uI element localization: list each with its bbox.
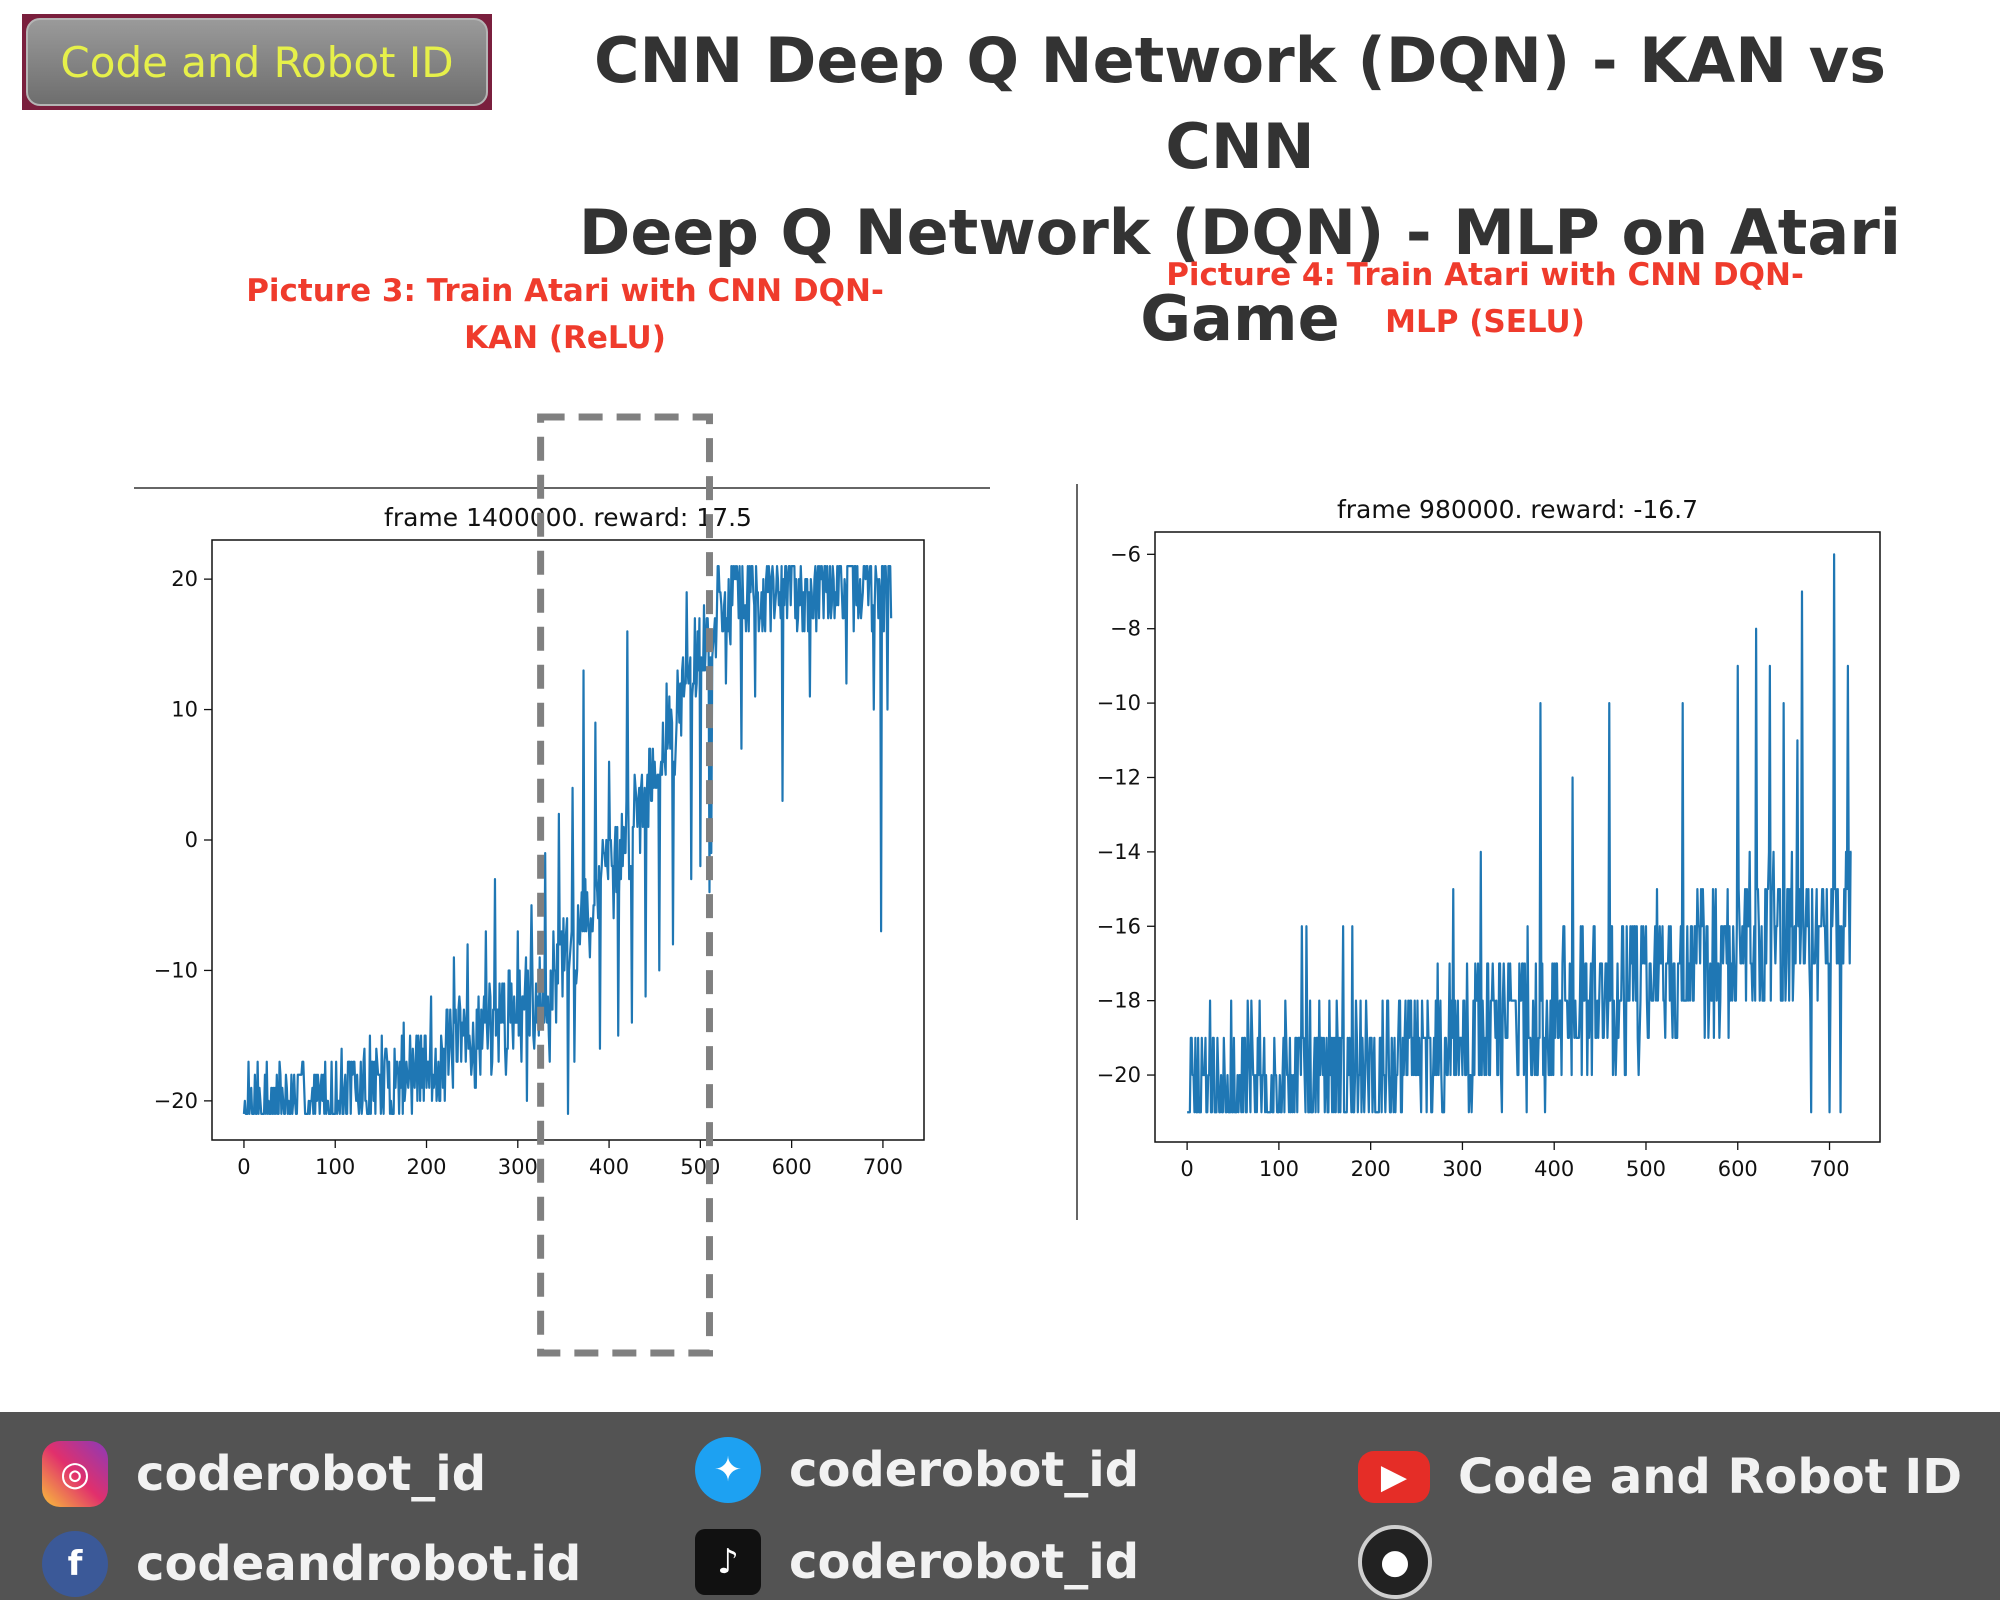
caption-left-line1: Picture 3: Train Atari with CNN DQN- bbox=[246, 273, 884, 309]
mlp-chart-ytick-label: −18 bbox=[1097, 989, 1141, 1013]
kan-chart-xtick-label: 200 bbox=[406, 1155, 446, 1179]
youtube-icon: ▶ bbox=[1358, 1451, 1430, 1503]
mlp-chart-xtick-label: 300 bbox=[1442, 1157, 1482, 1181]
mlp-chart-ytick-label: −6 bbox=[1110, 542, 1141, 566]
kan-chart-ytick-label: −20 bbox=[154, 1089, 198, 1113]
mlp-chart-ytick-label: −16 bbox=[1097, 914, 1141, 938]
page-title-line1: CNN Deep Q Network (DQN) - KAN vs CNN bbox=[594, 24, 1886, 183]
social-instagram[interactable]: ◎ coderobot_id bbox=[42, 1434, 486, 1514]
mlp-chart-ytick-label: −8 bbox=[1110, 617, 1141, 641]
kan-chart-xtick-label: 100 bbox=[315, 1155, 355, 1179]
facebook-handle: codeandrobot.id bbox=[136, 1536, 582, 1592]
github-icon: ● bbox=[1358, 1525, 1432, 1599]
chart-kan: frame 1400000. reward: 17.50 100 200 300 400… bbox=[154, 413, 925, 1357]
brand-logo-text: Code and Robot ID bbox=[26, 18, 488, 106]
tiktok-icon: ♪ bbox=[695, 1529, 761, 1595]
caption-right-line2: MLP (SELU) bbox=[1385, 304, 1585, 340]
youtube-channel: Code and Robot ID bbox=[1458, 1449, 1963, 1505]
charts-canvas: frame 1400000. reward: 17.50 100 200 300 400… bbox=[134, 413, 1881, 1357]
instagram-handle: coderobot_id bbox=[136, 1446, 487, 1502]
mlp-chart-ytick-label: −14 bbox=[1097, 840, 1141, 864]
page-title-line2: Deep Q Network (DQN) - MLP on Atari Game bbox=[578, 196, 1902, 355]
twitter-icon: ✦ bbox=[695, 1437, 761, 1503]
mlp-chart-ytick-label: −10 bbox=[1097, 691, 1141, 715]
mlp-chart-xtick-label: 100 bbox=[1259, 1157, 1299, 1181]
twitter-handle: coderobot_id bbox=[789, 1442, 1140, 1498]
mlp-chart-xtick-label: 700 bbox=[1809, 1157, 1849, 1181]
facebook-icon: f bbox=[42, 1531, 108, 1597]
social-footer: ◎ coderobot_id ✦ coderobot_id ▶ Code and… bbox=[0, 1412, 2000, 1600]
kan-chart-xtick-label: 500 bbox=[680, 1155, 720, 1179]
caption-left: Picture 3: Train Atari with CNN DQN- KAN… bbox=[235, 268, 895, 362]
kan-chart-title: frame 1400000. reward: 17.5 bbox=[384, 503, 752, 532]
mlp-chart-plot-frame bbox=[1154, 531, 1881, 1143]
caption-right-line1: Picture 4: Train Atari with CNN DQN- bbox=[1166, 257, 1804, 293]
social-tiktok[interactable]: ♪ coderobot_id bbox=[695, 1522, 1139, 1602]
caption-left-line2: KAN (ReLU) bbox=[464, 320, 666, 356]
social-github[interactable]: ● bbox=[1358, 1522, 1460, 1602]
instagram-icon: ◎ bbox=[42, 1441, 108, 1507]
kan-chart-xtick-label: 300 bbox=[498, 1155, 538, 1179]
chart-mlp: frame 980000. reward: -16.7 0 100 200 300 400… bbox=[1097, 495, 1881, 1181]
kan-chart-xtick-label: 700 bbox=[863, 1155, 903, 1179]
mlp-chart-xtick-label: 500 bbox=[1626, 1157, 1666, 1181]
mlp-chart-ytick-label: −12 bbox=[1097, 765, 1141, 789]
mlp-chart-ytick-label: −20 bbox=[1097, 1063, 1141, 1087]
kan-chart-ytick-label: 20 bbox=[171, 567, 198, 591]
tiktok-handle: coderobot_id bbox=[789, 1534, 1140, 1590]
mlp-chart-xtick-label: 600 bbox=[1718, 1157, 1758, 1181]
mlp-chart-xtick-label: 200 bbox=[1351, 1157, 1391, 1181]
kan-chart-ytick-label: 0 bbox=[185, 828, 198, 852]
kan-chart-xtick-label: 400 bbox=[589, 1155, 629, 1179]
mlp-chart-xtick-label: 0 bbox=[1180, 1157, 1193, 1181]
page-title: CNN Deep Q Network (DQN) - KAN vs CNN De… bbox=[520, 18, 1960, 362]
mlp-chart-series-line bbox=[1186, 553, 1852, 1114]
kan-chart-highlight-box bbox=[537, 413, 713, 1357]
kan-chart-xtick-label: 600 bbox=[772, 1155, 812, 1179]
mlp-chart-title: frame 980000. reward: -16.7 bbox=[1337, 495, 1698, 524]
mlp-chart-xtick-label: 400 bbox=[1534, 1157, 1574, 1181]
caption-right: Picture 4: Train Atari with CNN DQN- MLP… bbox=[1155, 252, 1815, 346]
social-facebook[interactable]: f codeandrobot.id bbox=[42, 1524, 581, 1604]
brand-logo: Code and Robot ID bbox=[22, 14, 492, 110]
social-twitter[interactable]: ✦ coderobot_id bbox=[695, 1430, 1139, 1510]
kan-chart-series-line bbox=[242, 564, 893, 1116]
kan-chart-ytick-label: 10 bbox=[171, 698, 198, 722]
social-youtube[interactable]: ▶ Code and Robot ID bbox=[1358, 1437, 1962, 1517]
kan-chart-ytick-label: −10 bbox=[154, 958, 198, 982]
kan-chart-xtick-label: 0 bbox=[237, 1155, 250, 1179]
